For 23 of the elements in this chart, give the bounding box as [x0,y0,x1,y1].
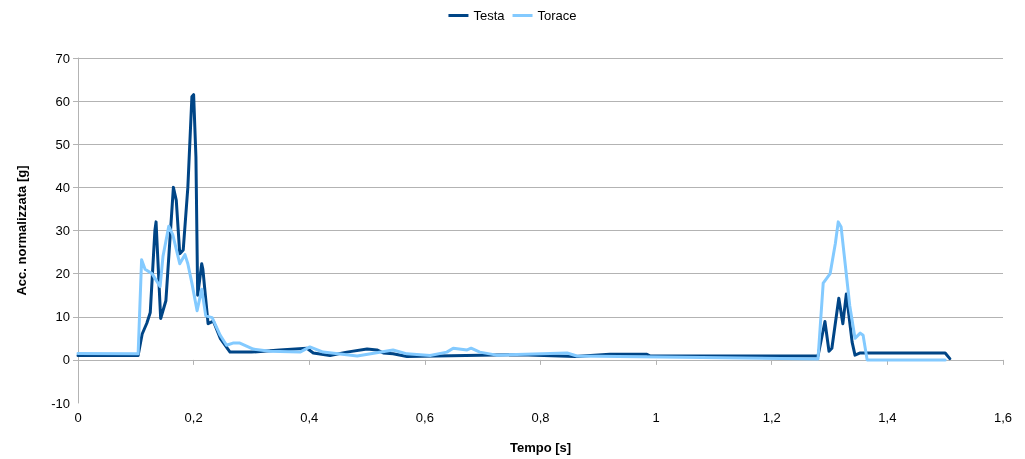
y-tick-label: 40 [55,179,70,195]
legend-label: Torace [537,8,577,23]
x-tick-label: 1,2 [762,410,781,425]
x-tick-label: 0 [74,410,82,425]
x-tick-label: 1 [652,410,660,425]
x-tick-label: 0,8 [531,410,550,425]
x-tick-label: 0,2 [184,410,203,425]
y-axis-title: Acc. normalizzata [g] [14,165,29,296]
y-tick-label: 30 [55,223,70,238]
y-tick-label: 0 [62,352,70,368]
y-tick-label: 70 [55,50,70,66]
y-tick-label: 10 [55,309,70,325]
x-tick-label: 1,4 [878,410,897,425]
legend-label: Testa [473,8,506,23]
y-tick-label: 20 [55,266,70,282]
x-tick-label: 0,4 [300,410,319,425]
y-tick-label: -10 [51,395,70,411]
y-tick-label: 50 [55,136,70,152]
x-tick-label: 0,6 [415,410,434,425]
line-series [76,220,947,362]
y-tick-label: 60 [55,93,70,109]
x-axis-title: Tempo [s] [509,440,572,455]
x-tick-label: 1,6 [993,410,1013,425]
